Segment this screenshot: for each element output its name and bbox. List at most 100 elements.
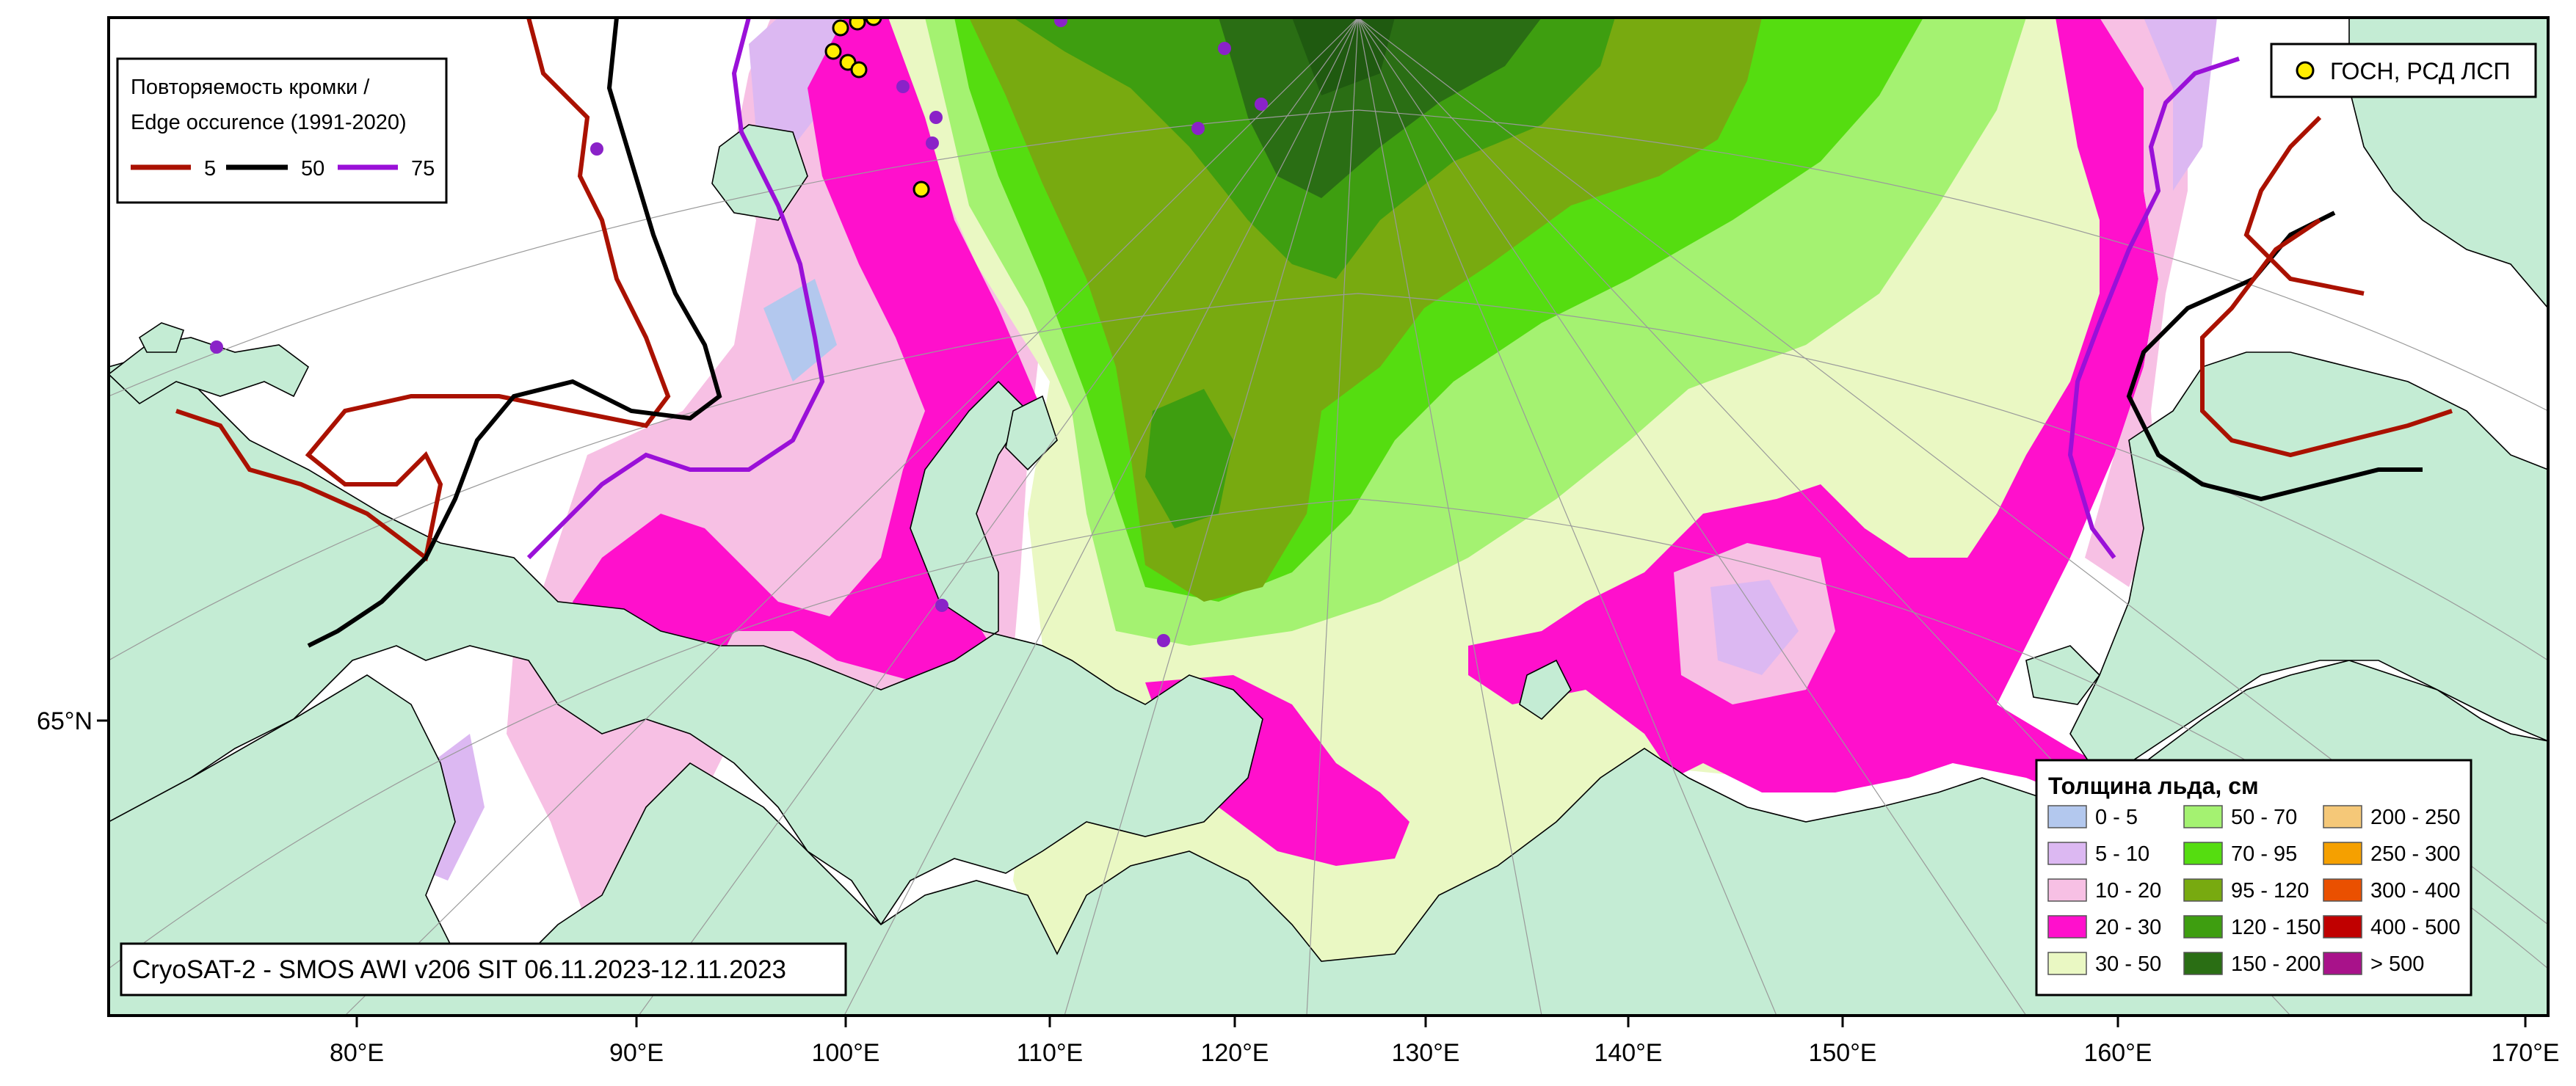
thickness-legend-label: 70 - 95 — [2231, 842, 2297, 866]
lon-tick-label: 90°E — [609, 1039, 664, 1067]
thickness-legend-label: 200 - 250 — [2370, 806, 2461, 829]
thickness-legend-label: 20 - 30 — [2095, 916, 2161, 939]
land-siberia-west — [109, 351, 1263, 926]
thickness-legend-swatch — [2323, 805, 2362, 828]
thickness-legend-swatch — [2323, 878, 2362, 902]
edge-line-75-east — [2067, 57, 2240, 559]
thickness-legend-items: 0 - 5 5 - 10 10 - 20 20 - 30 30 - 50 50 - 70 7… — [2047, 805, 2461, 976]
thickness-legend-swatch — [2047, 878, 2087, 902]
station-purple — [935, 599, 948, 612]
thickness-legend-swatch — [2047, 915, 2087, 939]
station-yellow — [832, 19, 849, 37]
thickness-legend-swatch — [2183, 952, 2223, 975]
ice-5-10-west-a — [749, 18, 844, 147]
thickness-legend-label: 95 - 120 — [2231, 879, 2309, 903]
land-new-siberian — [1519, 659, 1572, 721]
ice-5-10-far-east — [2144, 18, 2217, 191]
station-legend-marker — [2296, 61, 2315, 80]
station-yellow — [865, 18, 882, 26]
lat-tick-label: 65°N — [37, 707, 92, 735]
station-yellow — [824, 43, 842, 60]
station-purple — [1054, 18, 1067, 27]
station-purple — [210, 340, 223, 354]
station-purple — [926, 136, 939, 150]
edge-legend-label-75: 75 — [411, 157, 435, 181]
ice-120-150-core — [1145, 389, 1233, 528]
station-legend-label: ГОСН, РСД ЛСП — [2330, 58, 2510, 84]
thickness-legend-label: 0 - 5 — [2095, 806, 2138, 829]
thickness-legend-swatch — [2183, 878, 2223, 902]
edge-lines — [175, 18, 2453, 648]
thickness-legend-swatch — [2183, 915, 2223, 939]
thickness-legend-label: 120 - 150 — [2231, 916, 2321, 939]
ice-150-200 — [1219, 18, 1542, 198]
edge-legend-title-2: Edge occurence (1991-2020) — [131, 111, 407, 134]
thickness-legend-label: 30 - 50 — [2095, 952, 2161, 976]
thickness-legend-swatch — [2183, 842, 2223, 865]
land-novaya-zemlya — [109, 337, 310, 404]
station-purple — [929, 111, 943, 124]
axis-ticks — [97, 719, 2527, 1027]
edge-legend: Повторяемость кромки / Edge occurence (1… — [116, 57, 448, 204]
station-purple — [896, 80, 910, 93]
edge-legend-label-50: 50 — [301, 157, 324, 181]
thickness-legend-swatch — [2047, 842, 2087, 865]
lon-tick-label: 130°E — [1391, 1039, 1459, 1067]
thickness-legend-title: Толщина льда, см — [2048, 773, 2259, 799]
lon-tick-label: 110°E — [1017, 1039, 1083, 1067]
thickness-legend-swatch — [2323, 952, 2362, 975]
station-legend: ГОСН, РСД ЛСП — [2270, 43, 2537, 98]
thickness-legend-swatch — [2183, 805, 2223, 828]
thickness-legend-swatch — [2047, 952, 2087, 975]
thickness-legend-label: 150 - 200 — [2231, 952, 2321, 976]
ice-20-30-east — [1468, 18, 2158, 807]
edge-line-5-east — [2200, 218, 2453, 458]
thickness-legend-label: 5 - 10 — [2095, 842, 2149, 866]
thickness-legend-swatch — [2047, 805, 2087, 828]
station-purple — [1218, 42, 1231, 55]
stations — [210, 18, 1268, 647]
map-frame — [107, 16, 2550, 1017]
edge-legend-label-5: 5 — [204, 157, 216, 181]
edge-line-5-far-east — [2243, 115, 2365, 296]
ice-10-20-far-east — [2085, 18, 2188, 587]
thickness-legend-label: 300 - 400 — [2370, 879, 2461, 903]
station-purple — [1255, 98, 1268, 111]
land-island-b — [138, 322, 185, 353]
thickness-legend: Толщина льда, см 0 - 5 5 - 10 10 - 20 20 - … — [2035, 759, 2472, 996]
lon-tick-labels: 80°E 90°E 100°E 110°E 120°E 130°E 140°E … — [330, 1039, 2560, 1067]
thickness-legend-label: 50 - 70 — [2231, 806, 2297, 829]
lon-tick-label: 170°E — [2491, 1039, 2559, 1067]
station-purple — [1191, 122, 1205, 135]
land — [109, 18, 2548, 1016]
station-yellow — [849, 18, 866, 31]
station-purple — [1157, 634, 1170, 647]
station-yellow — [850, 61, 868, 79]
station-purple — [590, 142, 603, 156]
lon-tick-label: 80°E — [330, 1039, 384, 1067]
edge-legend-title-1: Повторяемость кромки / — [131, 76, 370, 99]
lon-tick-label: 120°E — [1200, 1039, 1269, 1067]
thickness-legend-swatch — [2323, 915, 2362, 939]
edge-line-50-west — [307, 18, 722, 648]
thickness-legend-label: 250 - 300 — [2370, 842, 2461, 866]
thickness-legend-label: 10 - 20 — [2095, 879, 2161, 903]
lon-tick-label: 160°E — [2083, 1039, 2152, 1067]
graticule — [109, 18, 2548, 1016]
map-body — [109, 18, 2548, 1016]
land-chukotka — [2069, 351, 2548, 779]
dataset-caption: CryoSAT-2 - SMOS AWI v206 SIT 06.11.2023… — [132, 955, 786, 984]
edge-line-75-west — [526, 18, 825, 560]
dataset-caption-box: CryoSAT-2 - SMOS AWI v206 SIT 06.11.2023… — [120, 942, 847, 996]
station-yellow — [913, 181, 930, 198]
lon-tick-label: 100°E — [811, 1039, 879, 1067]
lon-tick-label: 150°E — [1808, 1039, 1876, 1067]
land-wrangel — [2025, 645, 2101, 705]
thickness-legend-swatch — [2323, 842, 2362, 865]
thickness-legend-label: 400 - 500 — [2370, 916, 2461, 939]
lon-tick-label: 140°E — [1594, 1039, 1662, 1067]
thickness-legend-label: > 500 — [2370, 952, 2424, 976]
edge-line-5-west — [175, 18, 671, 562]
ice-5-10-east-pocket — [1710, 580, 1799, 675]
